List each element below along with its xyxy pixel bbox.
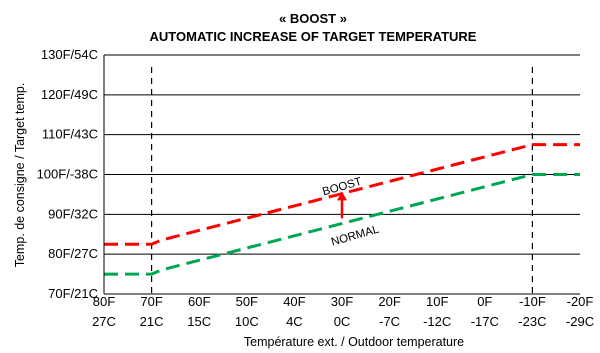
x-tick-label-c-4: 4C [286,314,303,329]
x-tick-label-f-1: 70F [140,294,162,309]
x-tick-label-c-6: -7C [379,314,400,329]
grid-lines [104,54,580,295]
x-tick-label-f-0: 80F [93,294,115,309]
series-lines [104,143,580,276]
y-tick-labels: 70F/21C 80F/27C 90F/32C 100F/-38C 110F/43C 12… [37,47,98,301]
x-tick-label-f-10: -20F [567,294,594,309]
x-tick-label-f-5: 30F [331,294,353,309]
x-tick-label-c-5: 0C [334,314,351,329]
series-label-normal: NORMAL [330,223,381,248]
x-tick-label-c-2: 15C [187,314,211,329]
x-tick-label-c-0: 27C [92,314,116,329]
boost-arrow-head [337,191,347,201]
series-line-boost [104,143,580,246]
x-tick-label-c-3: 10C [235,314,259,329]
y-tick-label-6: 130F/54C [41,47,98,62]
x-tick-labels: 80F 27C 70F 21C 60F 15C 50F 10C 40F 4C 30F 0C 20F -7C… [92,294,594,329]
chart-subtitle: AUTOMATIC INCREASE OF TARGET TEMPERATURE [150,29,477,44]
series-line-normal [104,173,580,276]
x-axis-label: Température ext. / Outdoor temperature [244,335,464,349]
y-tick-label-1: 80F/27C [48,246,98,261]
x-tick-label-c-1: 21C [140,314,164,329]
y-tick-label-5: 120F/49C [41,87,98,102]
y-tick-label-4: 110F/43C [42,127,98,142]
x-tick-label-c-10: -29C [566,314,594,329]
x-tick-label-c-8: -17C [471,314,499,329]
y-tick-label-3: 100F/-38C [37,167,98,182]
boost-arrow-group [337,191,347,219]
x-tick-label-c-9: -23C [518,314,546,329]
x-tick-label-f-4: 40F [283,294,305,309]
x-tick-label-f-7: 10F [426,294,448,309]
x-tick-label-f-2: 60F [188,294,210,309]
x-tick-label-f-9: -10F [519,294,546,309]
y-tick-label-2: 90F/32C [48,206,98,221]
chart-title: « BOOST » [279,11,347,26]
y-tick-label-0: 70F/21C [48,286,98,301]
x-tick-label-c-7: -12C [423,314,451,329]
reference-lines [151,67,534,294]
x-tick-label-f-3: 50F [236,294,258,309]
x-tick-label-f-6: 20F [378,294,400,309]
x-tick-label-f-8: 0F [477,294,492,309]
y-axis-label: Temp. de consigne / Target temp. [13,83,27,268]
